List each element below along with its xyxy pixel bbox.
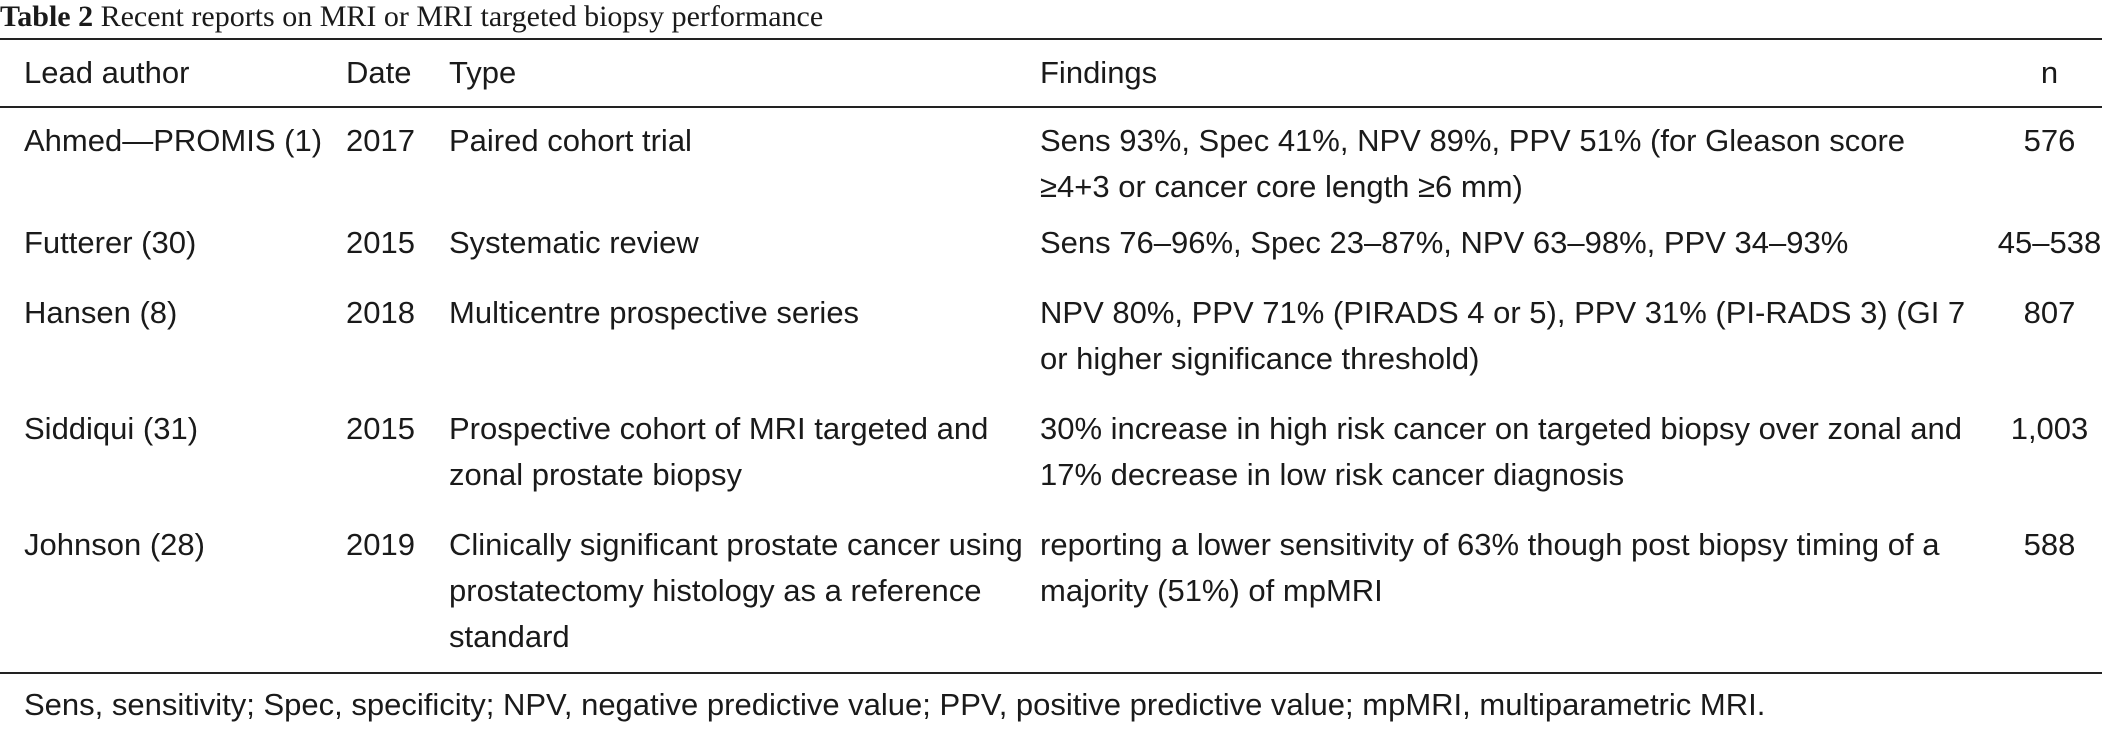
cell-type: Prospective cohort of MRI targeted and z… [449, 411, 989, 492]
cell-n: 45–538 [1997, 225, 2102, 260]
cell-author: Siddiqui (31) [24, 411, 199, 446]
cell-findings: Sens 76–96%, Spec 23–87%, NPV 63–98%, PP… [1040, 225, 1849, 260]
cell-author: Ahmed—PROMIS (1) [24, 123, 323, 158]
header-type: Type [449, 55, 517, 90]
table-row: Ahmed—PROMIS (1) 2017 Paired cohort tria… [0, 107, 2102, 218]
cell-findings: reporting a lower sensitivity of 63% tho… [1040, 527, 1940, 608]
table-body: Ahmed—PROMIS (1) 2017 Paired cohort tria… [0, 107, 2102, 673]
table-row: Siddiqui (31) 2015 Prospective cohort of… [0, 404, 2102, 520]
cell-date: 2015 [346, 225, 415, 260]
table-caption: Table 2 Recent reports on MRI or MRI tar… [0, 0, 2102, 38]
table-row: Johnson (28) 2019 Clinically significant… [0, 520, 2102, 673]
cell-type: Systematic review [449, 225, 699, 260]
table-row: Futterer (30) 2015 Systematic review Sen… [0, 218, 2102, 288]
table-footnote: Sens, sensitivity; Spec, specificity; NP… [24, 687, 1766, 722]
table-row: Hansen (8) 2018 Multicentre prospective … [0, 288, 2102, 404]
cell-type: Clinically significant prostate cancer u… [449, 527, 1023, 654]
cell-findings: NPV 80%, PPV 71% (PIRADS 4 or 5), PPV 31… [1040, 295, 1966, 376]
cell-type: Paired cohort trial [449, 123, 692, 158]
reports-table: Lead author Date Type Findings n Ahmed—P… [0, 38, 2102, 674]
cell-date: 2019 [346, 527, 415, 562]
cell-type: Multicentre prospective series [449, 295, 860, 330]
cell-findings: 30% increase in high risk cancer on targ… [1040, 411, 1962, 492]
cell-n: 588 [2023, 527, 2076, 562]
cell-author: Johnson (28) [24, 527, 205, 562]
header-findings: Findings [1040, 55, 1158, 90]
header-n: n [2040, 55, 2059, 90]
cell-author: Hansen (8) [24, 295, 178, 330]
table-header: Lead author Date Type Findings n [0, 39, 2102, 107]
cell-date: 2015 [346, 411, 415, 446]
cell-n: 576 [2023, 123, 2076, 158]
cell-author: Futterer (30) [24, 225, 197, 260]
header-row: Lead author Date Type Findings n [0, 39, 2102, 107]
table-caption-text: Recent reports on MRI or MRI targeted bi… [100, 0, 824, 33]
table-caption-label: Table 2 [0, 0, 94, 33]
cell-n: 1,003 [2010, 411, 2089, 446]
cell-date: 2018 [346, 295, 415, 330]
header-date: Date [346, 55, 412, 90]
cell-date: 2017 [346, 123, 415, 158]
cell-n: 807 [2023, 295, 2076, 330]
cell-findings: Sens 93%, Spec 41%, NPV 89%, PPV 51% (fo… [1040, 123, 1906, 204]
header-lead-author: Lead author [24, 55, 190, 90]
